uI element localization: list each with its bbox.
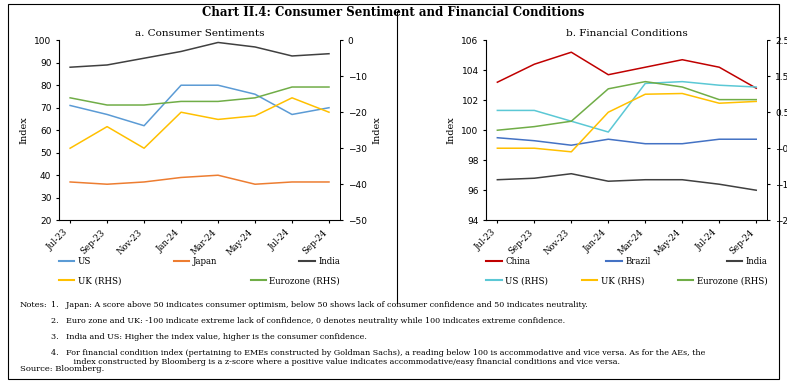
Text: 1.   Japan: A score above 50 indicates consumer optimism, below 50 shows lack of: 1. Japan: A score above 50 indicates con… (51, 301, 588, 309)
Y-axis label: Index: Index (447, 116, 456, 144)
Y-axis label: Index: Index (372, 116, 381, 144)
Legend: US (RHS), UK (RHS), Eurozone (RHS): US (RHS), UK (RHS), Eurozone (RHS) (482, 273, 771, 289)
Text: 2.   Euro zone and UK: -100 indicate extreme lack of confidence, 0 denotes neutr: 2. Euro zone and UK: -100 indicate extre… (51, 317, 565, 325)
Legend: China, Brazil, India: China, Brazil, India (482, 254, 771, 270)
Y-axis label: Index: Index (20, 116, 28, 144)
Title: b. Financial Conditions: b. Financial Conditions (566, 29, 688, 38)
Text: 4.   For financial condition index (pertaining to EMEs constructed by Goldman Sa: 4. For financial condition index (pertai… (51, 349, 705, 366)
Text: Chart II.4: Consumer Sentiment and Financial Conditions: Chart II.4: Consumer Sentiment and Finan… (202, 6, 585, 19)
Text: 3.   India and US: Higher the index value, higher is the consumer confidence.: 3. India and US: Higher the index value,… (51, 333, 367, 341)
Legend: US, Japan, India: US, Japan, India (55, 254, 344, 270)
Text: Notes:: Notes: (20, 301, 47, 309)
Legend: UK (RHS), Eurozone (RHS): UK (RHS), Eurozone (RHS) (55, 273, 344, 289)
Title: a. Consumer Sentiments: a. Consumer Sentiments (135, 29, 264, 38)
Text: Source: Bloomberg.: Source: Bloomberg. (20, 365, 104, 373)
